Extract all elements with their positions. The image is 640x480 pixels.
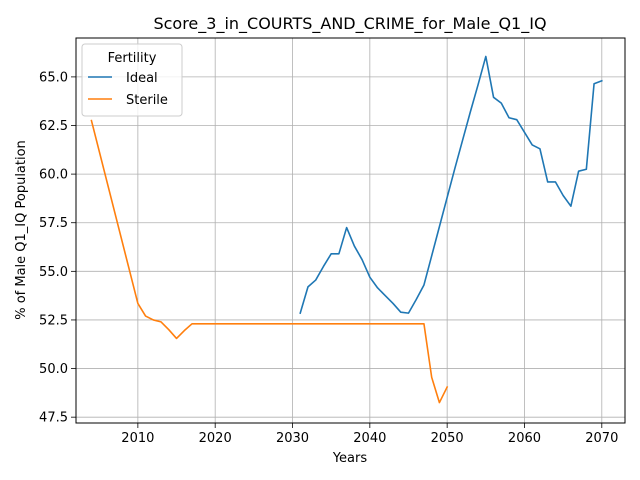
x-tick-label: 2060 — [508, 431, 541, 446]
y-tick-label: 47.5 — [39, 411, 68, 426]
y-tick-label: 50.0 — [39, 362, 68, 377]
legend-label-ideal: Ideal — [126, 71, 158, 86]
y-tick-label: 57.5 — [39, 216, 68, 231]
legend: Fertility Ideal Sterile — [81, 43, 183, 117]
y-tick-label: 55.0 — [39, 265, 68, 280]
series-line-ideal — [299, 55, 603, 315]
y-axis-title: % of Male Q1_IQ Population — [14, 140, 29, 320]
x-tick-label: 2040 — [353, 431, 386, 446]
x-tick-label: 2010 — [121, 431, 154, 446]
plot-frame — [75, 37, 626, 424]
y-tick-label: 65.0 — [39, 70, 68, 85]
y-tick-label: 52.5 — [39, 313, 68, 328]
series-line-sterile — [90, 119, 449, 404]
x-tick-label: 2030 — [276, 431, 309, 446]
legend-label-sterile: Sterile — [126, 93, 168, 108]
chart-title: Score_3_in_COURTS_AND_CRIME_for_Male_Q1_… — [153, 14, 546, 34]
legend-title: Fertility — [108, 51, 157, 66]
legend-box — [81, 43, 183, 117]
grid — [76, 38, 625, 423]
x-tick-label: 2070 — [585, 431, 618, 446]
y-axis: 47.5 50.0 52.5 55.0 57.5 60.0 62.5 65.0 — [39, 70, 76, 426]
series-lines — [90, 55, 603, 404]
x-axis: 2010 2020 2030 2040 2050 2060 2070 — [121, 423, 618, 446]
y-tick-label: 62.5 — [39, 119, 68, 134]
y-tick-label: 60.0 — [39, 168, 68, 183]
x-axis-title: Years — [332, 451, 368, 466]
x-tick-label: 2020 — [199, 431, 232, 446]
x-tick-label: 2050 — [431, 431, 464, 446]
